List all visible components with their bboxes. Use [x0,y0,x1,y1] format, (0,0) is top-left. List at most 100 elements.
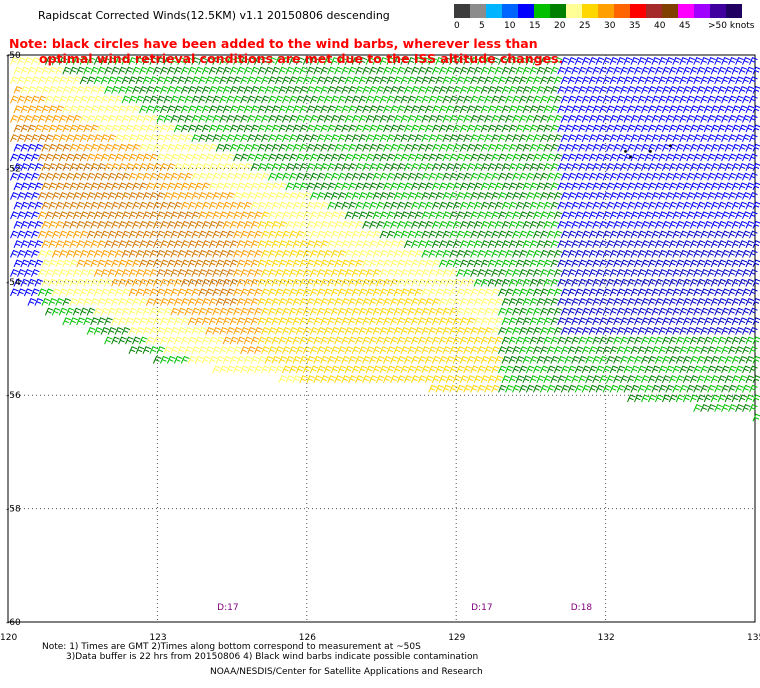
wind-barb [274,211,284,220]
wind-barb [191,288,200,297]
wind-barb [166,124,176,133]
wind-barb [651,230,661,239]
wind-barb [264,336,274,345]
wind-barb [170,230,179,239]
wind-barb [564,259,573,268]
wind-barb [233,76,242,85]
wind-barb [557,124,566,133]
wind-barb [72,95,82,104]
wind-barb [79,76,89,85]
wind-barb [121,153,131,162]
wind-barb [728,365,737,374]
wind-barb [372,76,382,85]
wind-barb [177,76,186,85]
wind-barb [424,375,434,383]
wind-barb [599,124,608,133]
wind-barb [592,85,601,94]
wind-barb [83,297,92,306]
wind-barb [159,297,169,306]
wind-barb [623,249,633,258]
wind-barb [717,85,727,94]
wind-barb [745,85,755,94]
wind-barb [470,249,479,258]
wind-barb [480,143,490,152]
wind-barb [550,297,559,306]
wind-barb [341,66,350,75]
wind-barb [724,220,734,229]
wind-barb [20,220,30,229]
wind-barb [372,230,382,239]
wind-barb [651,249,661,258]
wind-barb [17,95,26,104]
wind-barb [396,259,406,268]
wind-barb [187,240,197,248]
wind-barb [86,76,96,85]
wind-barb [170,326,179,335]
wind-barb [142,57,152,65]
wind-barb [543,240,552,248]
wind-barb [498,95,507,104]
wind-barb [515,317,525,326]
wind-barb [414,288,424,297]
wind-barb [201,240,211,248]
color-scale-bar [454,4,742,18]
wind-barb [254,114,263,123]
wind-barb [152,336,162,345]
wind-barb [518,384,528,393]
wind-barb [696,201,706,210]
wind-barb [630,211,640,220]
wind-barb [473,124,483,133]
wind-barb [623,326,633,335]
wind-barb [72,114,82,123]
wind-barb [585,163,594,171]
wind-barb [271,201,281,210]
wind-barb [567,288,577,297]
wind-barb [515,297,525,306]
wind-barb [104,220,113,229]
wind-barb [512,57,521,65]
wind-barb [477,326,486,335]
wind-barb [383,124,392,133]
wind-barb [592,220,601,229]
wind-barb [567,346,577,354]
wind-barb [163,230,173,239]
wind-barb [463,346,472,354]
wind-barb [299,278,308,287]
wind-barb [299,375,308,383]
wind-barb [48,143,57,152]
wind-barb [327,163,336,171]
latitude-label: -58 [6,505,21,515]
wind-barb [421,288,430,297]
wind-barb [166,201,176,210]
wind-barb [348,278,357,287]
wind-barb [696,220,706,229]
wind-barb [306,220,315,229]
wind-barb [620,240,629,248]
wind-barb [592,105,601,114]
wind-barb [585,201,594,210]
wind-barb [634,124,643,133]
contamination-circle [624,149,627,153]
wind-barb [330,76,340,85]
wind-barb [717,297,727,306]
wind-barb [536,163,546,171]
wind-barb [428,211,437,220]
wind-barb [274,288,284,297]
wind-barb [564,278,573,287]
wind-barb [442,365,451,374]
wind-barb [546,153,556,162]
wind-barb [114,326,124,335]
wind-barb [581,307,591,316]
wind-barb [693,384,702,393]
wind-barb [738,355,748,364]
wind-barb [613,355,622,364]
wind-barb [424,259,434,268]
wind-barb [574,172,584,181]
wind-barb [135,153,145,162]
wind-barb [532,134,542,142]
wind-barb [393,346,403,354]
wind-barb [313,201,322,210]
wind-barb [20,259,30,268]
wind-barb [644,172,654,181]
wind-barb [578,143,587,152]
